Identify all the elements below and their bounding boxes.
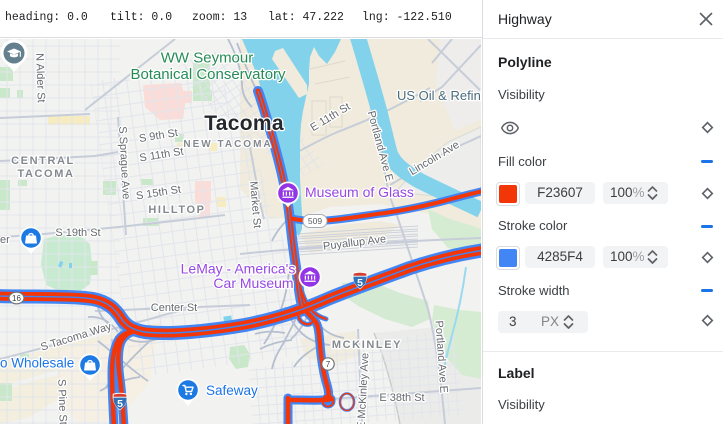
svg-text:LeMay - America's: LeMay - America's: [181, 261, 296, 277]
svg-text:Car Museum: Car Museum: [213, 275, 293, 291]
svg-text:509: 509: [308, 216, 322, 226]
svg-text:WW Seymour: WW Seymour: [161, 50, 254, 67]
svg-text:NEW TACOMA: NEW TACOMA: [183, 139, 272, 150]
svg-text:Museum of Glass: Museum of Glass: [305, 184, 414, 200]
svg-text:E 38th St: E 38th St: [379, 392, 424, 404]
svg-text:5: 5: [357, 277, 363, 289]
svg-text:16: 16: [12, 294, 21, 303]
svg-text:o Wholesale: o Wholesale: [0, 356, 74, 371]
svg-text:5: 5: [117, 398, 123, 410]
svg-text:7: 7: [326, 360, 331, 369]
svg-text:S Pine St: S Pine St: [55, 379, 69, 424]
svg-text:S Sprague Ave: S Sprague Ave: [116, 126, 132, 200]
svg-text:E McKinley Ave: E McKinley Ave: [356, 352, 372, 424]
svg-text:US Oil & Refini: US Oil & Refini: [397, 88, 481, 103]
svg-text:N Alder St: N Alder St: [33, 53, 47, 103]
svg-text:MCKINLEY: MCKINLEY: [332, 339, 402, 351]
svg-text:S 19th St: S 19th St: [55, 227, 100, 239]
svg-text:HILLTOP: HILLTOP: [148, 204, 205, 216]
svg-text:Safeway: Safeway: [206, 383, 258, 398]
svg-text:Market St: Market St: [247, 181, 263, 229]
svg-text:Botanical Conservatory: Botanical Conservatory: [130, 66, 286, 83]
svg-text:er: er: [0, 234, 10, 246]
svg-text:Center St: Center St: [151, 302, 197, 314]
svg-text:TACOMA: TACOMA: [17, 168, 74, 180]
svg-text:Tacoma: Tacoma: [204, 112, 284, 135]
svg-text:CENTRAL: CENTRAL: [11, 155, 75, 167]
